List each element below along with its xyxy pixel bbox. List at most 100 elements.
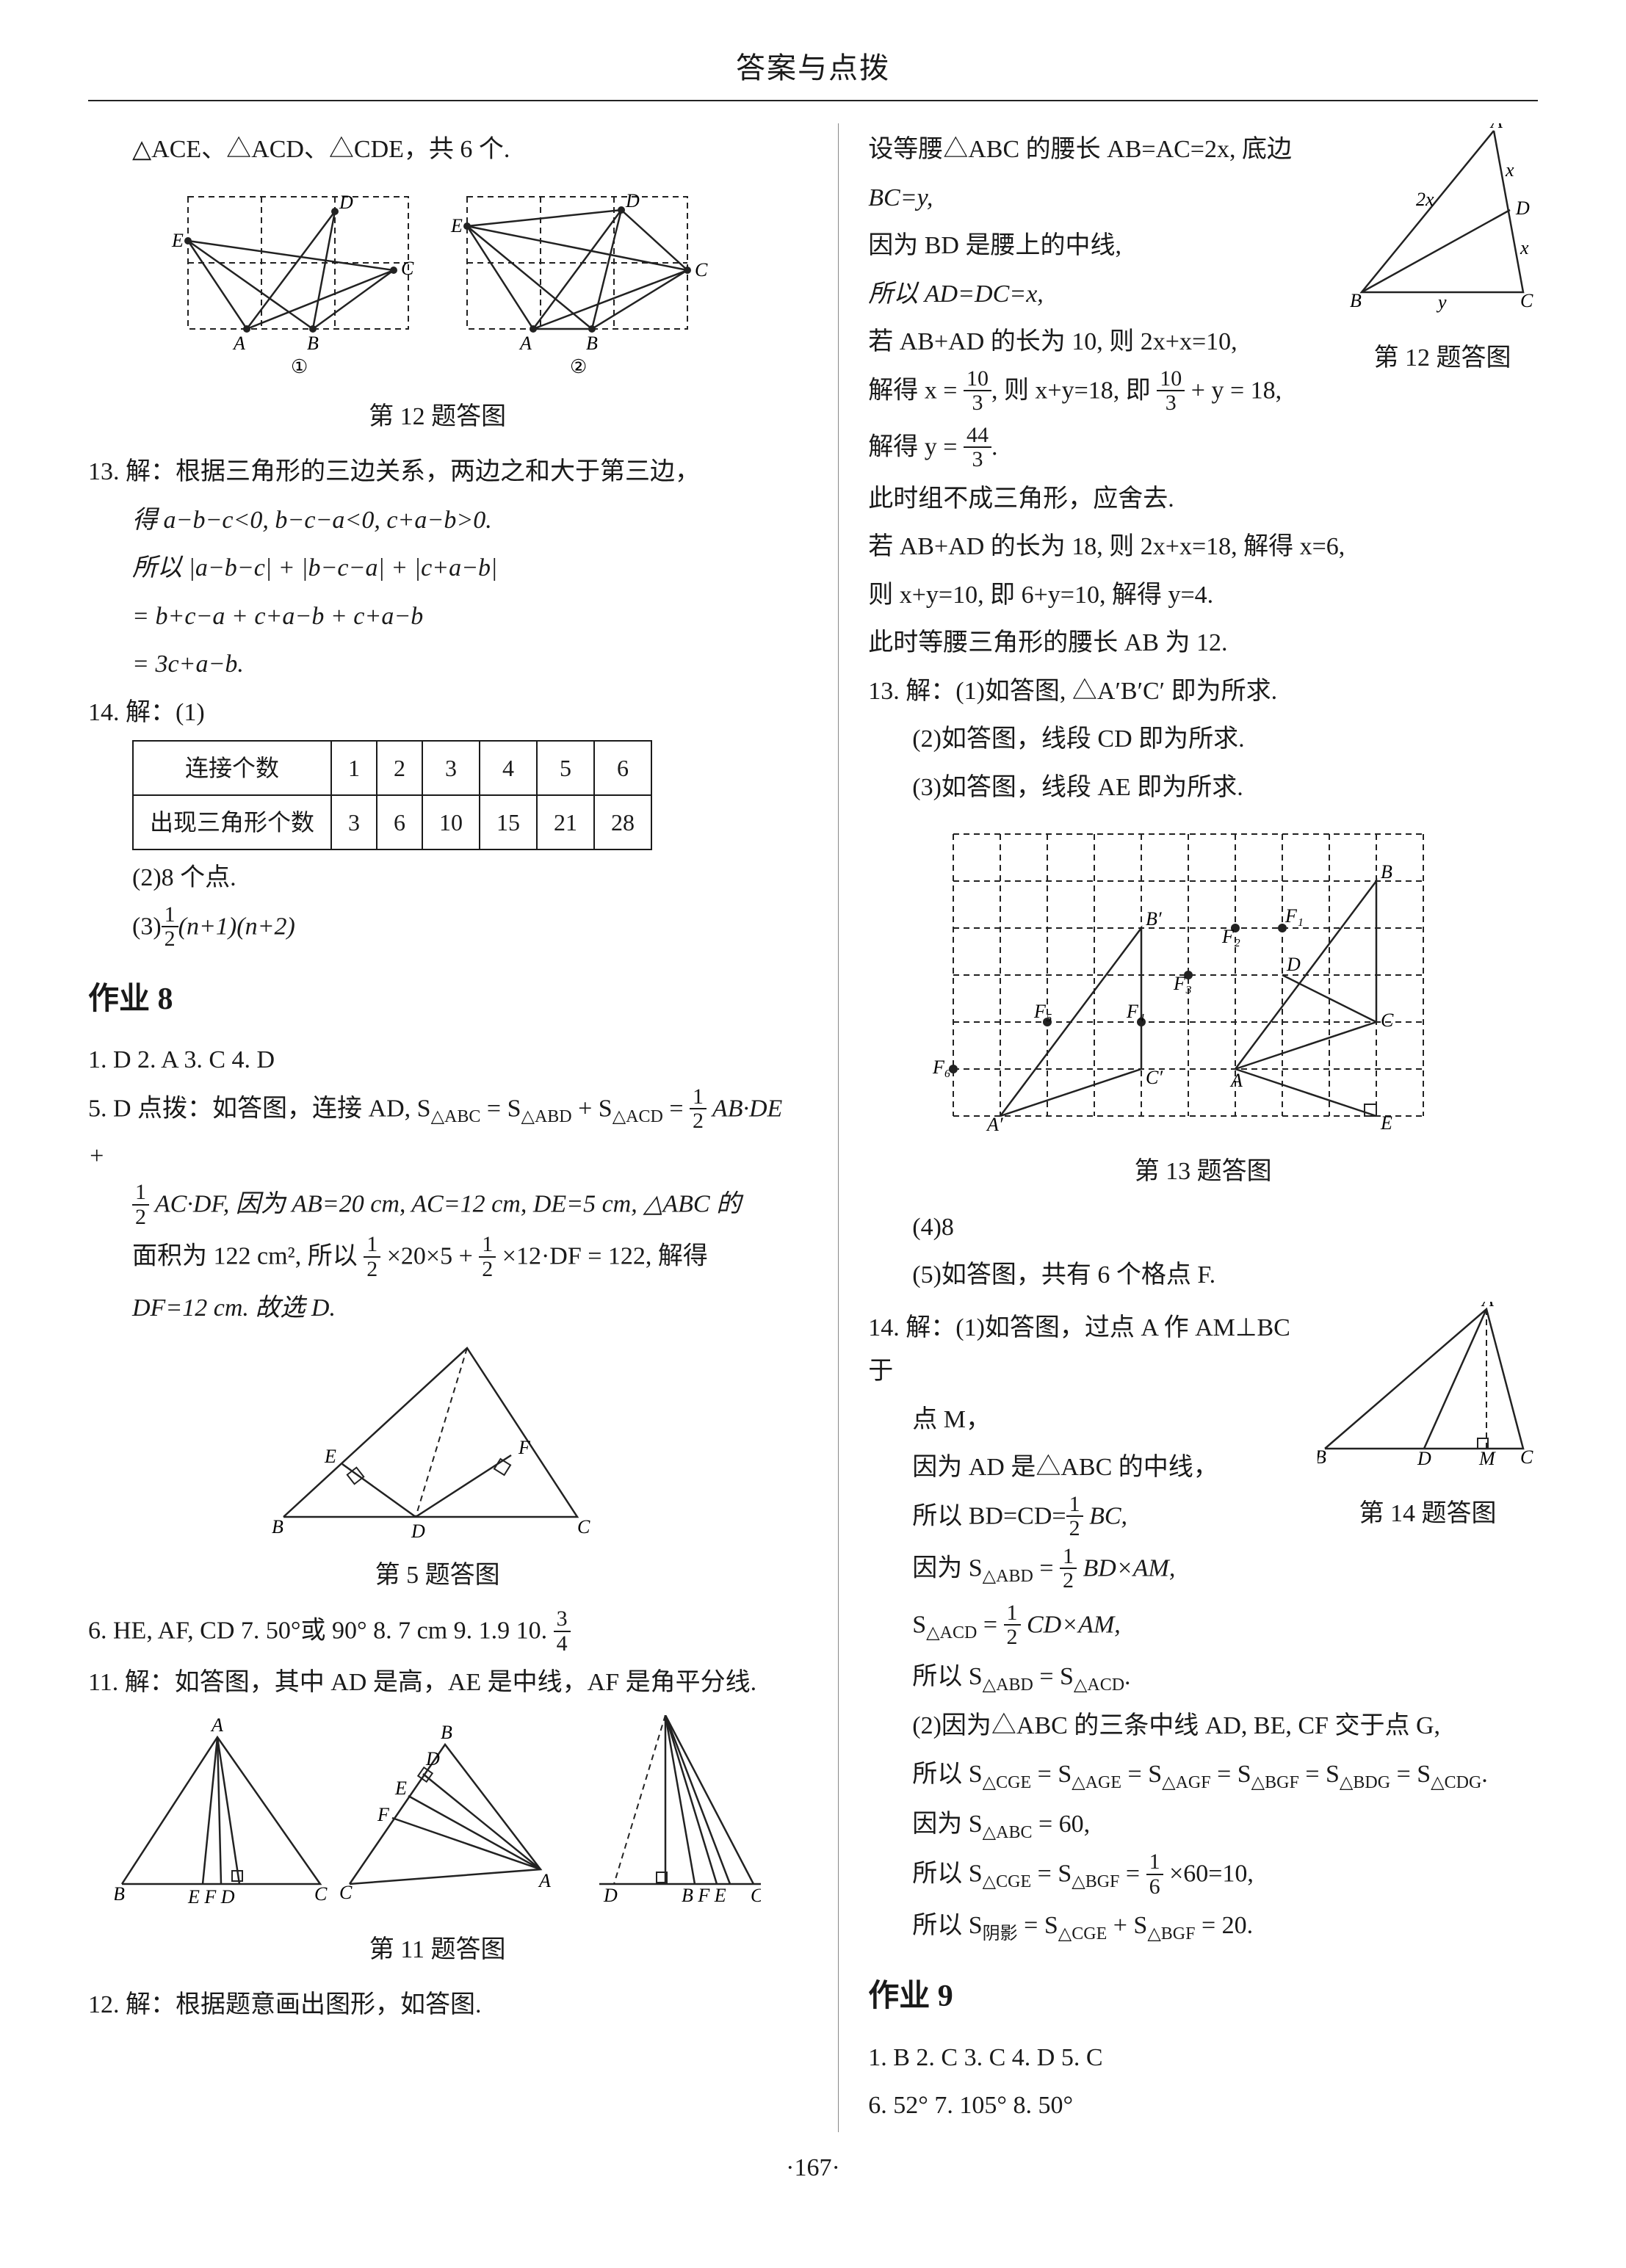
q13r-l1: 13. 解：(1)如答图, △A′B′C′ 即为所求. (868, 670, 1538, 714)
svg-text:D: D (411, 1521, 425, 1542)
section-9-title: 作业 9 (868, 1970, 1538, 2024)
svg-text:B: B (441, 1722, 452, 1743)
text-line: (3)如答图，线段 AE 即为所求. (868, 766, 1538, 810)
text-line: 所以 S△CGE = S△BGF = 16 ×60=10, (868, 1852, 1538, 1899)
fig5-svg: A B C D E F (254, 1341, 621, 1546)
fig11: A B C E F D C A B D (88, 1715, 787, 1972)
svg-text:C: C (339, 1882, 353, 1903)
right-column: 设等腰△ABC 的腰长 AB=AC=2x, 底边 BC=y, 因为 BD 是腰上… (838, 123, 1538, 2132)
svg-text:B F E: B F E (682, 1885, 726, 1906)
svg-text:B: B (307, 333, 319, 354)
svg-text:A: A (1489, 123, 1503, 132)
fig11-svg: A B C E F D C A B D (115, 1715, 761, 1921)
fig14r: A B C D M 第 14 题答图 (1318, 1302, 1538, 1598)
q14-lead: 14. 解：(1) (88, 691, 787, 735)
svg-text:E: E (171, 230, 184, 251)
svg-text:B: B (272, 1516, 283, 1537)
svg-text:B: B (1350, 290, 1362, 311)
page-number: ·167· (88, 2154, 1538, 2182)
fig5-caption: 第 5 题答图 (88, 1554, 787, 1598)
svg-text:C: C (401, 258, 414, 279)
text-line: 得 a−b−c<0, b−c−a<0, c+a−b>0. (88, 499, 787, 543)
text-line: = b+c−a + c+a−b + c+a−b (88, 595, 787, 639)
text-line: (3)12(n+1)(n+2) (88, 905, 787, 952)
svg-text:E F D: E F D (187, 1886, 235, 1907)
text-line: 设等腰△ABC 的腰长 AB=AC=2x, 底边 (868, 128, 1332, 172)
svg-text:②: ② (570, 356, 587, 377)
svg-text:F₁: F₁ (1284, 905, 1304, 927)
page: 答案与点拨 △ACE、△ACD、△CDE，共 6 个. E D C (0, 0, 1626, 2268)
text-line: 12 AC·DF, 因为 AB=20 cm, AC=12 cm, DE=5 cm… (88, 1182, 787, 1230)
q13-lead: 13. 解：根据三角形的三边关系，两边之和大于第三边， (88, 450, 787, 494)
q12-lead: 12. 解：根据题意画出图形，如答图. (88, 1983, 787, 2027)
fig12: E D C A B ① E D (88, 182, 787, 439)
svg-text:D: D (339, 192, 353, 213)
text-line: 所以 |a−b−c| + |b−c−a| + |c+a−b| (88, 546, 787, 590)
svg-text:D: D (625, 190, 640, 211)
text-line: 此时等腰三角形的腰长 AB 为 12. (868, 621, 1538, 665)
svg-text:C′: C′ (1146, 1067, 1163, 1088)
svg-text:D: D (603, 1885, 618, 1906)
left-column: △ACE、△ACD、△CDE，共 6 个. E D C A (88, 123, 787, 2132)
svg-text:A′: A′ (986, 1114, 1003, 1135)
svg-text:D: D (1286, 954, 1301, 975)
svg-text:B: B (115, 1883, 125, 1905)
svg-text:D: D (1515, 198, 1530, 219)
text-line: 所以 S△ABD = S△ACD. (868, 1655, 1538, 1700)
svg-text:E: E (394, 1778, 407, 1799)
answers-line: 1. D 2. A 3. C 4. D (88, 1038, 787, 1082)
svg-text:F₃: F₃ (1173, 973, 1192, 994)
svg-text:D: D (425, 1748, 440, 1769)
text-line: 此时组不成三角形，应舍去. (868, 477, 1538, 521)
text-line: 所以 S阴影 = S△CGE + S△BGF = 20. (868, 1904, 1538, 1949)
svg-text:A: A (1481, 1302, 1494, 1311)
svg-text:C: C (314, 1883, 328, 1905)
fig12-svg: E D C A B ① E D (159, 182, 717, 388)
answers-line: 1. B 2. C 3. C 4. D 5. C (868, 2036, 1538, 2080)
text-line: 所以 S△CGE = S△AGE = S△AGF = S△BGF = S△BDG… (868, 1753, 1538, 1798)
svg-text:x: x (1505, 159, 1514, 181)
svg-text:C: C (695, 259, 708, 280)
cell: 连接个数 (133, 741, 331, 795)
svg-text:D: D (1417, 1448, 1431, 1469)
text-line: 解得 x = 103, 则 x+y=18, 即 103 + y = 18, (868, 369, 1332, 416)
svg-text:A: A (1229, 1070, 1243, 1091)
svg-text:C: C (577, 1516, 590, 1537)
svg-text:C: C (1381, 1010, 1394, 1031)
text-line: 所以 AD=DC=x, (868, 272, 1332, 316)
text-line: BC=y, (868, 176, 1332, 220)
text-line: △ACE、△ACD、△CDE，共 6 个. (88, 128, 787, 172)
text-line: (5)如答图，共有 6 个格点 F. (868, 1253, 1538, 1297)
text-line: 若 AB+AD 的长为 18, 则 2x+x=18, 解得 x=6, (868, 525, 1538, 569)
table-row: 连接个数 1 2 3 4 5 6 (133, 741, 651, 795)
text-line: 因为 S△ABD = 12 BD×AM, (868, 1546, 1303, 1594)
svg-text:F₄: F₄ (1126, 1001, 1145, 1022)
svg-text:y: y (1436, 291, 1447, 313)
svg-text:C: C (1520, 290, 1533, 311)
cell: 出现三角形个数 (133, 795, 331, 849)
svg-text:F₅: F₅ (1033, 1001, 1052, 1022)
fig5: A B C D E F 第 5 题答图 (88, 1341, 787, 1598)
text-line: (4)8 (868, 1206, 1538, 1250)
fig13r: A B C D E A′ B′ C′ F₆ F₅ F₄ F₃ F₂ F₁ (868, 819, 1538, 1194)
text-line: (2)8 个点. (88, 856, 787, 900)
text-line: 因为 BD 是腰上的中线, (868, 224, 1332, 268)
svg-text:F: F (518, 1437, 531, 1458)
svg-text:F₆: F₆ (932, 1057, 951, 1078)
svg-text:B: B (1318, 1446, 1326, 1468)
table-row: 出现三角形个数 3 6 10 15 21 28 (133, 795, 651, 849)
text-line: 点 M， (868, 1398, 1303, 1442)
q14r-l1: 14. 解：(1)如答图，过点 A 作 AM⊥BC 于 (868, 1306, 1303, 1394)
q5-line: 5. D 点拨：如答图，连接 AD, S△ABC = S△ABD + S△ACD… (88, 1087, 787, 1178)
text-line: 因为 AD 是△ABC 的中线， (868, 1446, 1303, 1490)
svg-text:M: M (1478, 1448, 1496, 1469)
answers-line: 6. HE, AF, CD 7. 50°或 90° 8. 7 cm 9. 1.9… (88, 1609, 787, 1656)
text-line: 解得 y = 443. (868, 425, 1538, 473)
q14-table: 连接个数 1 2 3 4 5 6 出现三角形个数 3 6 10 15 21 28 (132, 740, 652, 850)
text-line: S△ACD = 12 CD×AM, (868, 1603, 1538, 1651)
fig12-caption: 第 12 题答图 (88, 395, 787, 439)
svg-text:2x: 2x (1416, 189, 1434, 210)
answers-line: 6. 52° 7. 105° 8. 50° (868, 2084, 1538, 2128)
svg-text:B: B (586, 333, 598, 354)
text-line: (2)如答图，线段 CD 即为所求. (868, 717, 1538, 761)
